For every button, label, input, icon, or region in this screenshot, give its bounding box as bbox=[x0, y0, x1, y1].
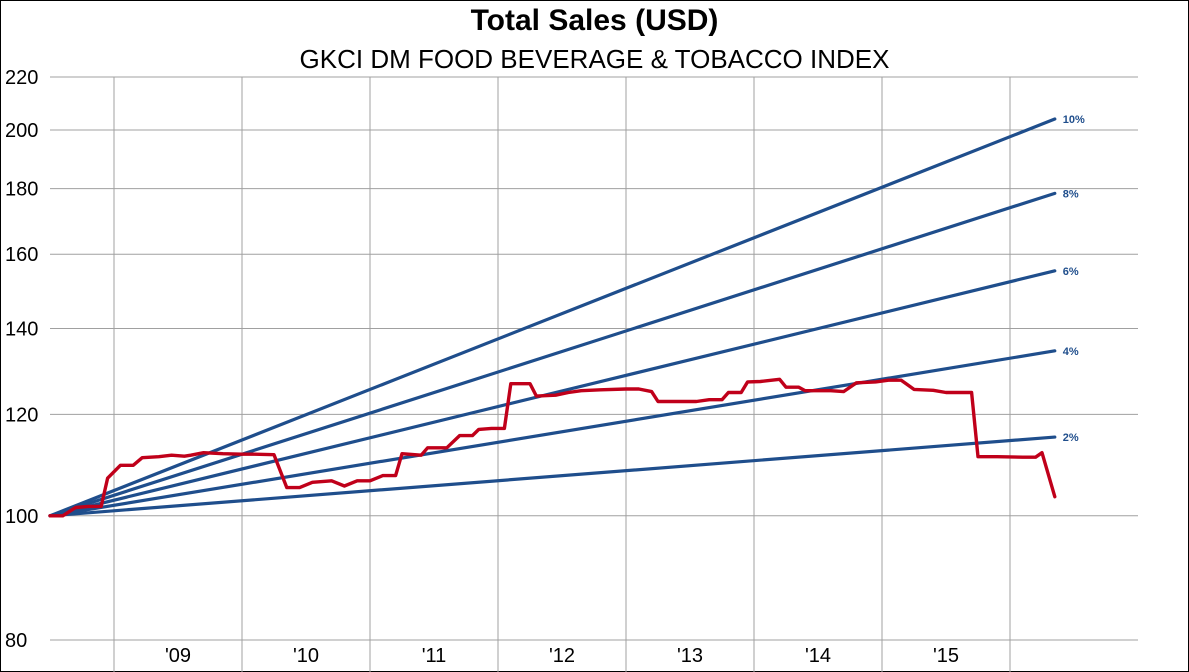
x-tick-label: '10 bbox=[293, 645, 319, 667]
y-tick-label: 200 bbox=[5, 120, 38, 142]
y-tick-label: 80 bbox=[5, 630, 27, 652]
growth-line-label: 4% bbox=[1063, 346, 1079, 358]
y-tick-label: 220 bbox=[5, 67, 38, 89]
growth-lines: 2% 4% 6% 8% 10% bbox=[48, 114, 1085, 518]
x-tick-label: '13 bbox=[677, 645, 703, 667]
growth-line-label: 6% bbox=[1063, 266, 1079, 278]
growth-line-4pct bbox=[48, 349, 1057, 518]
sales-line bbox=[48, 377, 1057, 518]
y-tick-label: 140 bbox=[5, 319, 38, 341]
y-tick-label: 100 bbox=[5, 506, 38, 528]
x-tick-label: '09 bbox=[165, 645, 191, 667]
chart-subtitle: GKCI DM FOOD BEVERAGE & TOBACCO INDEX bbox=[299, 44, 890, 74]
y-tick-label: 160 bbox=[5, 244, 38, 266]
growth-line-10pct bbox=[48, 117, 1057, 518]
x-tick-label: '14 bbox=[805, 645, 831, 667]
growth-line-label: 10% bbox=[1063, 114, 1085, 126]
chart-title: Total Sales (USD) bbox=[470, 4, 719, 37]
growth-line-label: 8% bbox=[1063, 188, 1079, 200]
axes: 80 100 120 140 160 180 200 220 '09 '10 '11 '12 '13 '1… bbox=[5, 67, 959, 667]
y-tick-label: 180 bbox=[5, 179, 38, 201]
x-tick-label: '15 bbox=[933, 645, 959, 667]
growth-line-2pct bbox=[48, 435, 1057, 518]
x-tick-label: '12 bbox=[549, 645, 575, 667]
x-tick-label: '11 bbox=[422, 645, 447, 667]
growth-line-label: 2% bbox=[1063, 432, 1079, 444]
growth-line-6pct bbox=[48, 269, 1057, 518]
gridlines bbox=[50, 76, 1138, 672]
y-tick-label: 120 bbox=[5, 404, 38, 426]
growth-line-8pct bbox=[48, 191, 1057, 518]
sales-series bbox=[48, 377, 1057, 518]
